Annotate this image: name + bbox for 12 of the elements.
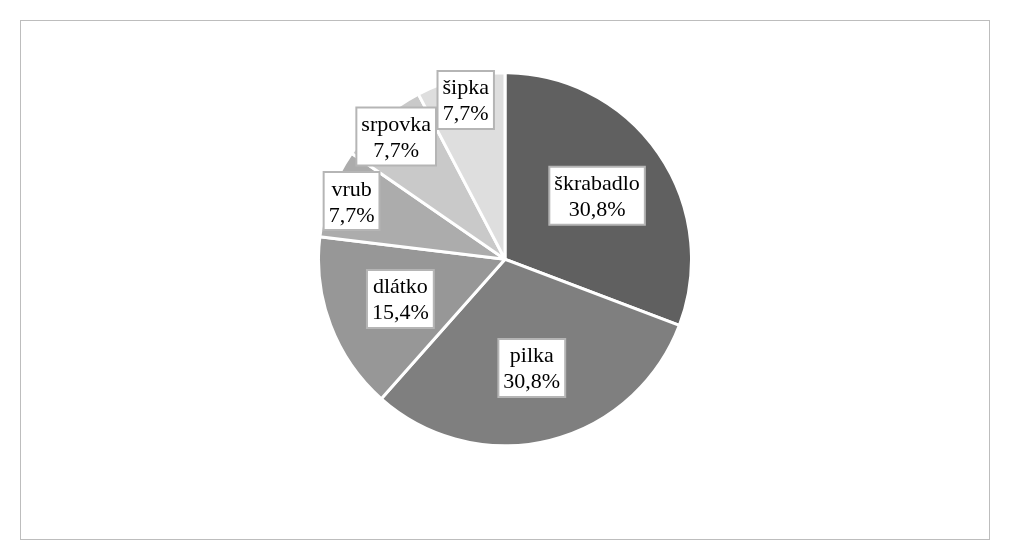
data-label: 7,7%: [442, 100, 489, 126]
slice-label: pilka: [509, 342, 554, 368]
data-label: 30,8%: [503, 368, 561, 394]
slice-label: srpovka: [361, 110, 432, 136]
slice-label: šipka: [442, 74, 490, 100]
data-label: 15,4%: [371, 299, 429, 325]
slice-label: dlátko: [372, 273, 428, 299]
slice-label: škrabadlo: [554, 170, 640, 196]
data-label: 30,8%: [568, 196, 626, 222]
data-label: 7,7%: [328, 201, 375, 227]
data-label: 7,7%: [373, 136, 420, 162]
slice-label: vrub: [331, 175, 372, 201]
